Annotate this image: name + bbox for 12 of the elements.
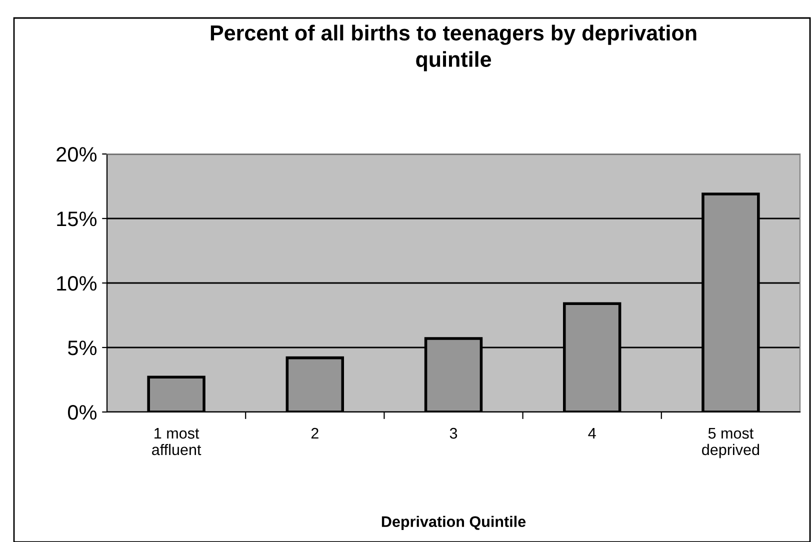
chart-title: Percent of all births to teenagers by deprivation quintile (210, 24, 696, 72)
x-tick-label: 5 most deprived (702, 428, 760, 458)
y-tick-label: 15% (57, 212, 97, 226)
x-tick-label: 2 (311, 428, 318, 439)
x-tick-label: 3 (450, 428, 458, 439)
y-tick-label: 0% (68, 405, 97, 420)
y-tick-label: 10% (57, 276, 97, 291)
x-tick-label: 4 (588, 428, 596, 439)
y-tick-label: 5% (68, 340, 97, 356)
y-tick-label: 20% (56, 147, 97, 162)
x-tick-label: 1 most affluent (152, 428, 202, 456)
x-axis-title: Deprivation Quintile (382, 516, 526, 530)
